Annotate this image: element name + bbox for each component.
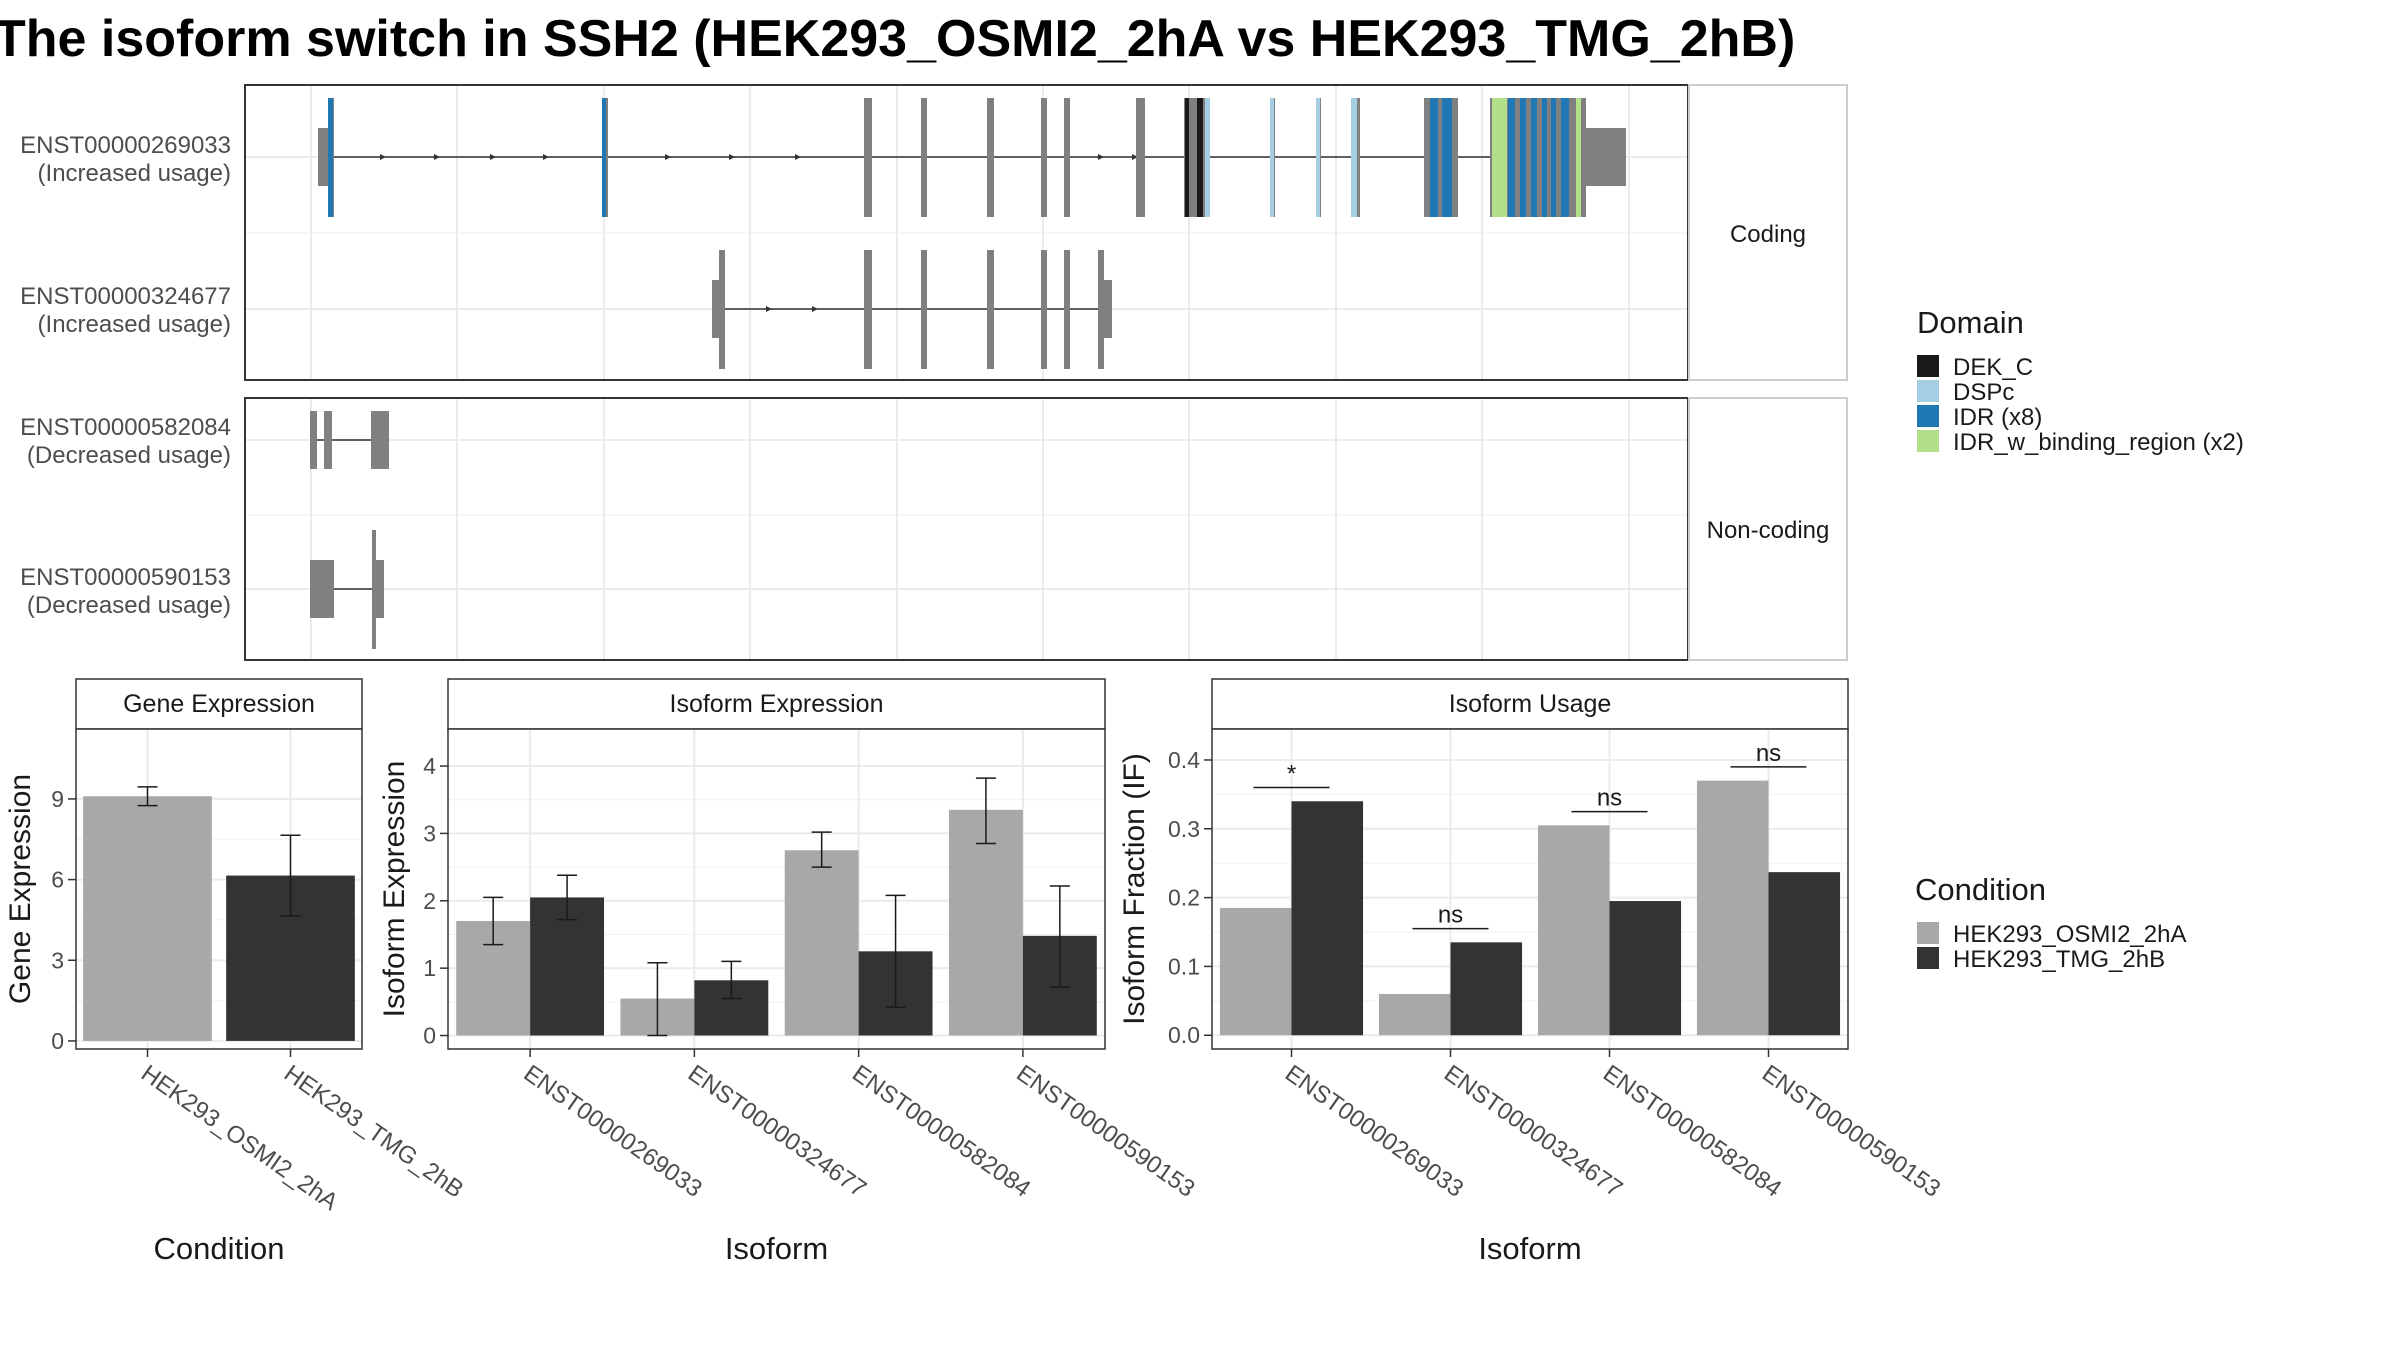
y-tick-label: 0.1 [1168, 953, 1200, 979]
structure-row-labels: ENST00000269033 (Increased usage) ENST00… [20, 132, 231, 619]
figure-title: The isoform switch in SSH2 (HEK293_OSMI2… [0, 10, 1795, 68]
bar [948, 809, 1023, 1036]
legend-label: DEK_C [1953, 354, 2033, 381]
legend-key-DSPc [1917, 380, 1939, 402]
panel-strip [1211, 678, 1849, 730]
coding-strip [1688, 84, 1848, 381]
row-label-note: (Increased usage) [38, 311, 231, 338]
x-axis-title: Isoform [1478, 1231, 1581, 1266]
x-tick-label: ENST00000582084 [847, 1060, 1035, 1203]
y-axis-title: Gene Expression [4, 774, 37, 1004]
x-axis-title: Condition [154, 1231, 285, 1266]
row-label-note: (Increased usage) [38, 160, 231, 187]
condition-legend: Condition HEK293_OSMI2_2hA HEK293_TMG_2h… [1915, 872, 2186, 973]
y-tick-label: 3 [423, 820, 436, 846]
bar [1450, 942, 1523, 1036]
condition-legend-title: Condition [1915, 872, 2046, 907]
y-axis-title: Isoform Fraction (IF) [1118, 753, 1151, 1025]
row-label-note: (Decreased usage) [27, 592, 231, 619]
legend-key-cond-a [1917, 922, 1939, 944]
bar [1219, 907, 1292, 1036]
y-tick-label: 3 [51, 947, 64, 973]
y-tick-label: 0.4 [1168, 747, 1200, 773]
coding-strip-label: Coding [1730, 221, 1806, 248]
y-tick-label: 0.2 [1168, 885, 1200, 911]
significance-label: * [1287, 760, 1296, 787]
significance-label: ns [1756, 740, 1781, 767]
domain-IDR_w_binding_region [1492, 98, 1581, 217]
row-label-note: (Decreased usage) [27, 442, 231, 469]
transcript-enst00000324677 [712, 250, 1112, 369]
noncoding-grid [246, 399, 1687, 659]
y-tick-label: 1 [423, 955, 436, 981]
domain-DSPc [1205, 98, 1357, 217]
domain-legend: Domain DEK_C DSPc IDR (x8) IDR_w_binding… [1917, 305, 2244, 456]
y-tick-label: 0.0 [1168, 1022, 1200, 1048]
transcript-enst00000590153 [310, 530, 384, 649]
y-axis-title: Isoform Expression [378, 761, 411, 1018]
legend-key-IDR-binding [1917, 430, 1939, 452]
exons [310, 530, 384, 649]
intron-arrows [380, 154, 1138, 160]
panel-border [75, 728, 363, 1050]
domain-IDR [328, 98, 1569, 217]
row-label-id: ENST00000269033 [20, 132, 231, 159]
legend-label: DSPc [1953, 379, 2014, 406]
x-tick-label: ENST00000590153 [1011, 1060, 1199, 1203]
panel-title: Gene Expression [123, 690, 315, 718]
y-tick-label: 2 [423, 888, 436, 914]
legend-label: HEK293_OSMI2_2hA [1953, 921, 2186, 948]
bar [784, 850, 859, 1036]
row-label-id: ENST00000324677 [20, 283, 231, 310]
transcript-enst00000582084 [310, 411, 389, 469]
row-label-id: ENST00000590153 [20, 564, 231, 591]
x-axis-title: Isoform [725, 1231, 828, 1266]
significance-label: ns [1597, 785, 1622, 812]
isoform-usage-chart: Isoform Usage*nsnsns0.00.10.20.30.4ENST0… [1118, 678, 1945, 1266]
bar [1537, 825, 1610, 1036]
exons [310, 411, 389, 469]
x-tick-label: ENST00000324677 [683, 1060, 871, 1203]
row-label-id: ENST00000582084 [20, 414, 231, 441]
bar [83, 796, 212, 1041]
bar [1696, 780, 1769, 1036]
panel-border [1211, 728, 1849, 1050]
legend-label: IDR (x8) [1953, 404, 2042, 431]
significance-label: ns [1438, 902, 1463, 929]
panel-strip [75, 678, 363, 730]
y-tick-label: 4 [423, 753, 436, 779]
bar [1768, 872, 1841, 1036]
noncoding-strip [1688, 397, 1848, 661]
legend-key-DEK_C [1917, 355, 1939, 377]
legend-label: IDR_w_binding_region (x2) [1953, 429, 2244, 456]
y-tick-label: 0 [423, 1023, 436, 1049]
noncoding-strip-label: Non-coding [1707, 517, 1830, 544]
y-tick-label: 0 [51, 1028, 64, 1054]
domain-legend-title: Domain [1917, 305, 2024, 340]
transcript-enst00000269033 [318, 98, 1626, 217]
isoform-expression-chart: Isoform Expression01234ENST00000269033EN… [378, 678, 1200, 1266]
legend-label: HEK293_TMG_2hB [1953, 946, 2165, 973]
panel-border [447, 728, 1106, 1050]
bar [1378, 993, 1451, 1036]
y-tick-label: 6 [51, 867, 64, 893]
bar [1291, 801, 1364, 1036]
panel-title: Isoform Usage [1449, 690, 1612, 718]
bar [530, 897, 605, 1036]
exons [712, 250, 1112, 369]
intron-arrows [766, 306, 818, 312]
x-tick-label: ENST00000269033 [519, 1060, 707, 1203]
domain-DEK_C [1185, 98, 1203, 217]
noncoding-panel-bg [244, 397, 1689, 661]
bar [1609, 901, 1682, 1036]
y-tick-label: 0.3 [1168, 816, 1200, 842]
panel-title: Isoform Expression [670, 690, 884, 718]
legend-key-cond-b [1917, 947, 1939, 969]
y-tick-label: 9 [51, 786, 64, 812]
panel-strip [447, 678, 1106, 730]
legend-key-IDR [1917, 405, 1939, 427]
